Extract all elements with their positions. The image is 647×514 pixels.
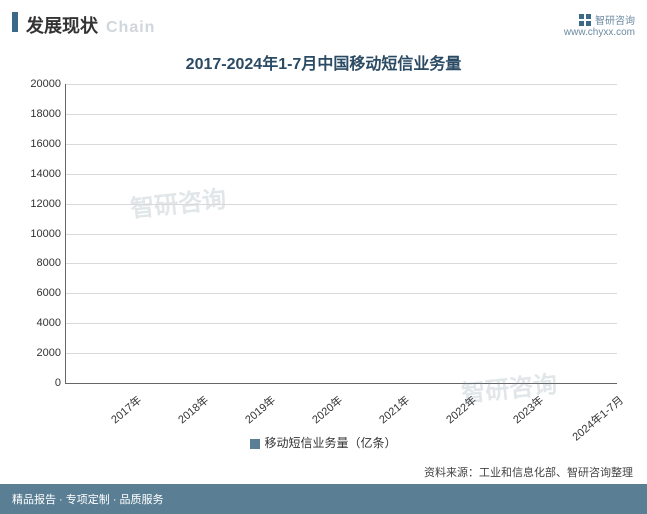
y-tick-label: 10000 [16,228,61,240]
x-axis-labels: 2017年2018年2019年2020年2021年2022年2023年2024年… [65,384,617,432]
gridline [66,293,617,294]
gridline [66,353,617,354]
plot-area: 0200040006000800010000120001400016000180… [65,84,617,384]
gridline [66,114,617,115]
footer-left-text: 精品报告 · 专项定制 · 品质服务 [12,491,164,507]
gridline [66,174,617,175]
y-tick-label: 4000 [16,317,61,329]
y-tick-label: 14000 [16,168,61,180]
y-tick-label: 18000 [16,108,61,120]
brand-logo-icon [579,14,591,26]
gridline [66,204,617,205]
brand-name: 智研咨询 [595,12,635,27]
y-tick-label: 20000 [16,78,61,90]
y-tick-label: 0 [16,377,61,389]
header-title: 发展现状 [26,12,98,38]
chart-title: 2017-2024年1-7月中国移动短信业务量 [10,44,637,84]
header-subtitle: Chain [106,19,155,37]
source-note: 资料来源：工业和信息化部、智研咨询整理 [424,464,633,480]
gridline [66,234,617,235]
brand-url: www.chyxx.com [564,27,635,38]
legend-swatch [250,439,260,449]
header-brand: 智研咨询 www.chyxx.com [564,12,635,38]
gridline [66,144,617,145]
y-tick-label: 2000 [16,347,61,359]
header-accent-bar [12,12,18,32]
chart-region: 2017-2024年1-7月中国移动短信业务量 智研咨询 02000400060… [0,44,647,474]
header-bar-region: 发展现状 Chain 智研咨询 www.chyxx.com [0,0,647,44]
gridline [66,263,617,264]
gridline [66,323,617,324]
header-left: 发展现状 Chain [12,12,155,38]
gridline [66,84,617,85]
footer-bar: 精品报告 · 专项定制 · 品质服务 [0,484,647,514]
y-tick-label: 8000 [16,257,61,269]
y-tick-label: 16000 [16,138,61,150]
y-tick-label: 12000 [16,198,61,210]
x-tick-label: 2017年 [73,384,140,432]
y-tick-label: 6000 [16,287,61,299]
